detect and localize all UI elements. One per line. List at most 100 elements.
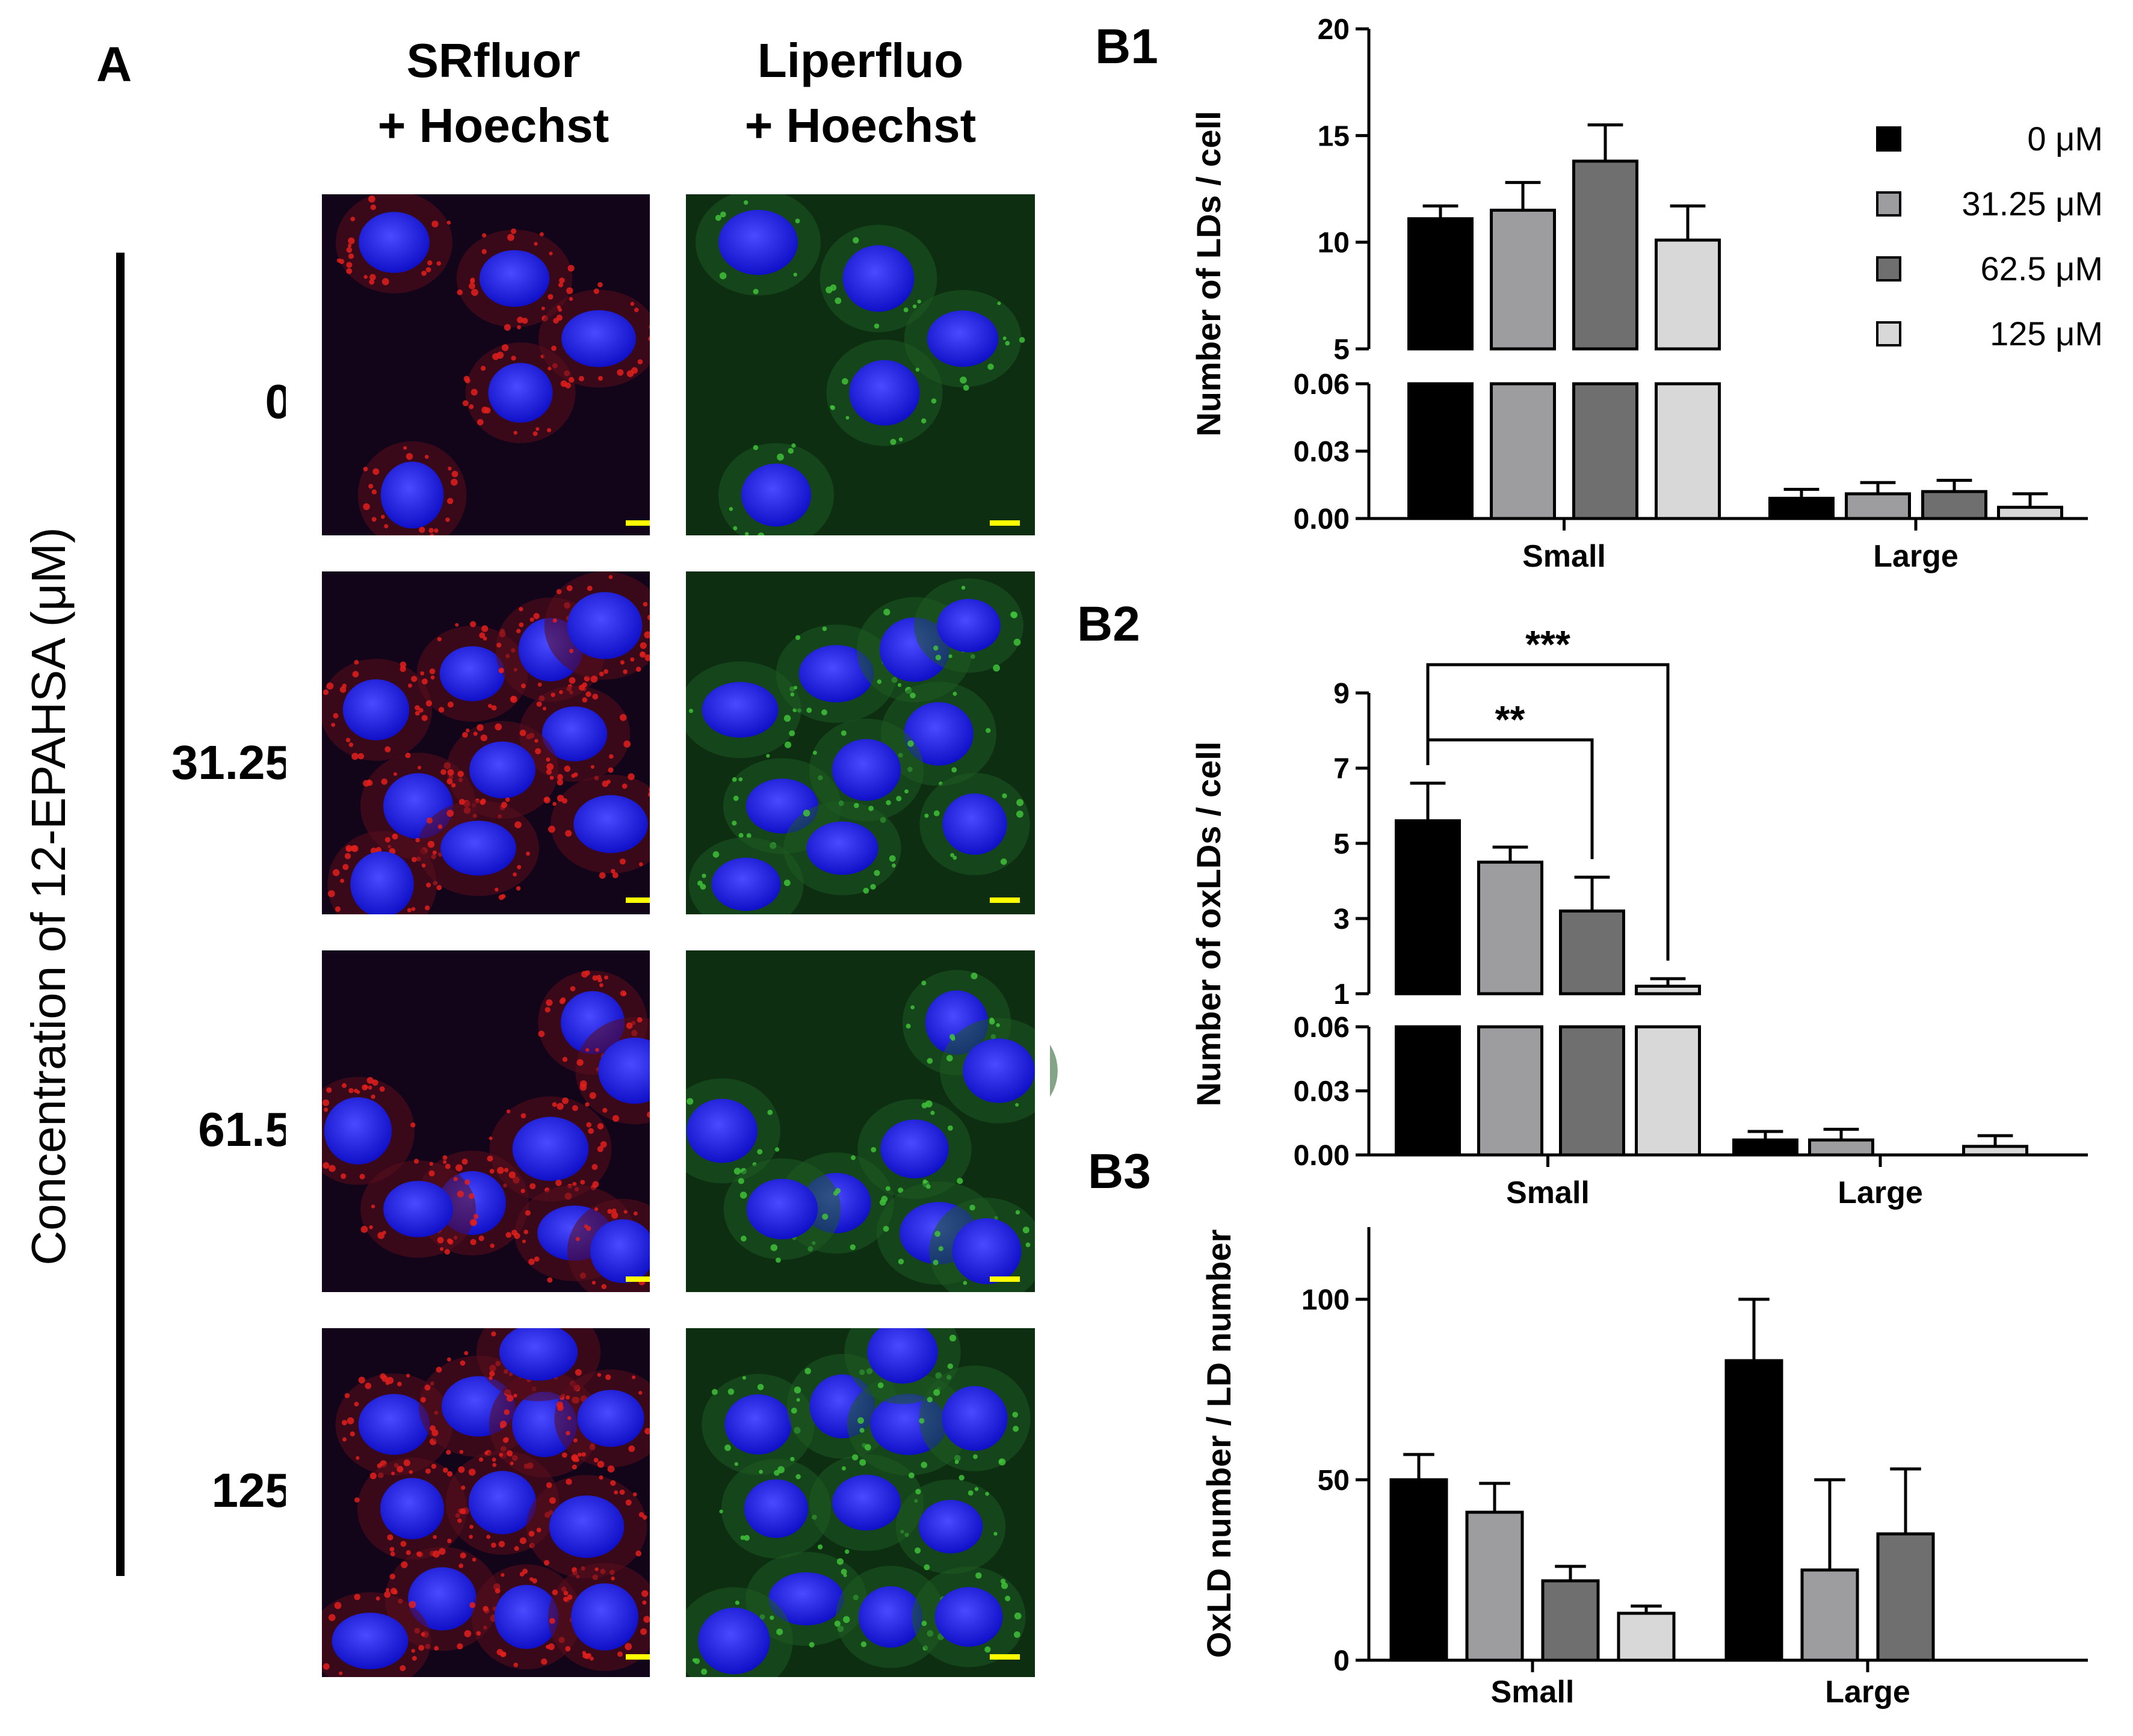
lipid-droplet-dot [643, 602, 648, 607]
lipid-droplet-dot [369, 1225, 373, 1230]
lipid-droplet-dot [593, 288, 599, 294]
lipid-droplet-dot [564, 765, 571, 772]
lipid-droplet-dot [397, 1466, 404, 1473]
lipid-droplet-dot [566, 1430, 570, 1436]
cell-nucleus [440, 820, 516, 876]
lipid-droplet-dot [607, 1465, 615, 1473]
lipid-droplet-dot [420, 671, 425, 676]
lipid-droplet-dot [369, 1472, 377, 1480]
lipid-droplet-dot [601, 1284, 607, 1290]
lipid-droplet-dot [974, 1487, 979, 1491]
lipid-droplet-dot [622, 783, 628, 789]
lipid-droplet-dot [409, 1470, 413, 1474]
lipid-droplet-dot [421, 678, 428, 685]
y-tick-label: 0.03 [1294, 1076, 1350, 1108]
lipid-droplet-dot [517, 325, 521, 330]
lipid-droplet-dot [439, 1548, 446, 1555]
lipid-droplet-dot [322, 1099, 330, 1106]
lipid-droplet-dot [489, 1136, 493, 1140]
lipid-droplet-dot [642, 1515, 647, 1520]
lipid-droplet-dot [405, 753, 411, 759]
cell-nucleus [561, 310, 636, 368]
lipid-droplet-dot [605, 1374, 611, 1380]
lipid-droplet-dot [406, 1550, 411, 1556]
y-tick-label: 10 [1318, 227, 1350, 259]
lipid-droplet-dot [413, 1159, 419, 1164]
lipid-droplet-dot [491, 1542, 496, 1548]
legend-label: 125 μM [1990, 315, 2103, 352]
lipid-droplet-dot [348, 253, 354, 259]
lipid-droplet-dot [473, 1214, 479, 1219]
lipid-droplet-dot [459, 1508, 466, 1515]
lipid-droplet-dot [600, 1141, 607, 1148]
lipid-droplet-dot [906, 1023, 911, 1029]
lipid-droplet-dot [458, 798, 465, 805]
lipid-droplet-dot [393, 1589, 398, 1595]
lipid-droplet-dot [952, 855, 957, 860]
lipid-droplet-dot [585, 691, 591, 697]
lipid-droplet-dot [1015, 1210, 1020, 1215]
lipid-droplet-dot [347, 244, 352, 248]
lipid-droplet-dot [409, 1601, 416, 1608]
cell-nucleus [542, 706, 608, 762]
lipid-droplet-dot [469, 283, 475, 289]
lipid-droplet-dot [630, 301, 635, 306]
cell-nucleus [741, 463, 812, 527]
lipid-droplet-dot [424, 1384, 431, 1391]
micrograph-tile [650, 1292, 1071, 1706]
lipid-droplet-dot [464, 1350, 469, 1356]
lipid-droplet-dot [551, 345, 557, 351]
lipid-droplet-dot [567, 1416, 572, 1420]
panel-b1-label: B1 [1095, 19, 1158, 74]
micrograph-tile [650, 535, 1071, 949]
lipid-droplet-dot [578, 375, 584, 382]
lipid-droplet-dot [357, 753, 365, 760]
lipid-droplet-dot [346, 247, 353, 253]
chart-b3: B3 0 50 100 OxLD number / LD number Small Lar… [1088, 1144, 2088, 1710]
lipid-droplet-dot [354, 1593, 360, 1601]
lipid-droplet-dot [546, 428, 552, 432]
cell-nucleus [468, 1471, 537, 1534]
lipid-droplet-dot [546, 1645, 551, 1649]
lipid-droplet-dot [933, 645, 939, 651]
lipid-droplet-dot [639, 651, 646, 658]
lipid-droplet-dot [486, 1534, 491, 1539]
lipid-droplet-dot [643, 1616, 650, 1623]
lipid-droplet-dot [464, 1630, 472, 1637]
lipid-droplet-dot [573, 1438, 578, 1443]
lipid-droplet-dot [354, 1497, 360, 1503]
lipid-droplet-dot [384, 524, 389, 529]
lipid-droplet-dot [841, 1466, 846, 1471]
lipid-droplet-dot [447, 701, 454, 708]
lipid-droplet-dot [532, 1578, 537, 1584]
lipid-droplet-dot [393, 772, 397, 776]
lipid-droplet-dot [496, 1649, 504, 1655]
cell-nucleus [744, 1479, 809, 1538]
lipid-droplet-dot [834, 1621, 841, 1627]
lipid-droplet-dot [921, 418, 927, 424]
lipid-droplet-dot [499, 668, 504, 673]
lipid-droplet-dot [369, 279, 375, 285]
lipid-droplet-dot [557, 774, 563, 780]
bar [1617, 1611, 1676, 1662]
cell-nucleus [880, 1119, 949, 1178]
cell-nucleus [469, 741, 536, 799]
lipid-droplet-dot [777, 453, 784, 461]
lipid-droplet-dot [638, 862, 643, 867]
lipid-droplet-dot [501, 801, 508, 808]
bar [1477, 860, 1543, 996]
lipid-droplet-dot [473, 731, 478, 736]
lipid-droplet-dot [520, 1113, 526, 1119]
lipid-droplet-dot [519, 1537, 526, 1544]
lipid-droplet-dot [546, 1482, 552, 1488]
lipid-droplet-dot [922, 1179, 928, 1184]
scale-bar [990, 1276, 1020, 1282]
cell-nucleus [332, 1612, 409, 1670]
tile-mask [286, 194, 322, 543]
lipid-droplet-dot [496, 351, 504, 359]
lipid-droplet-dot [375, 846, 382, 853]
lipid-droplet-dot [348, 1088, 354, 1094]
lipid-droplet-dot [439, 1247, 444, 1251]
y-tick-label: 3 [1333, 903, 1350, 935]
y-tick-label: 5 [1333, 828, 1350, 860]
